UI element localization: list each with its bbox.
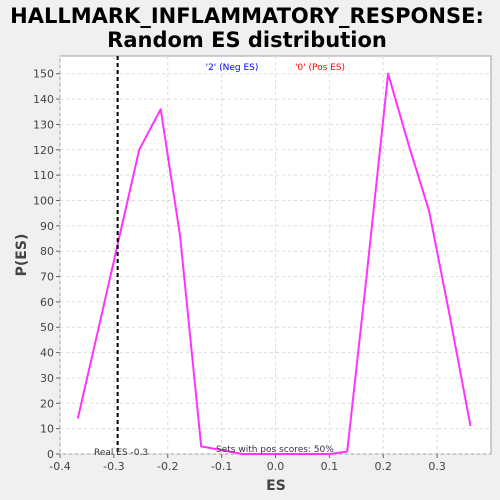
x-tick-label: 0.0 (267, 460, 285, 473)
x-tick-label: -0.2 (157, 460, 178, 473)
y-tick-label: 20 (40, 397, 54, 410)
axis-ticks: -0.4 -0.3 -0.2 -0.1 0.0 0.1 0.2 0.3 0 10 20 30 40 50 6… (33, 68, 446, 473)
x-tick-label: 0.2 (375, 460, 393, 473)
y-tick-label: 140 (33, 93, 54, 106)
chart-title-line-1: HALLMARK_INFLAMMATORY_RESPONSE: (10, 4, 484, 28)
pos-scores-annotation: Sets with pos scores: 50% (216, 445, 334, 455)
x-tick-label: -0.4 (49, 460, 70, 473)
y-tick-label: 90 (40, 220, 54, 233)
x-tick-label: -0.1 (211, 460, 232, 473)
x-tick-label: 0.3 (428, 460, 446, 473)
grid-lines (59, 56, 491, 455)
series-layer (76, 72, 472, 455)
y-tick-label: 150 (33, 68, 54, 81)
y-tick-label: 10 (40, 423, 54, 436)
y-tick-label: 120 (33, 144, 54, 157)
x-axis-label: ES (266, 478, 286, 494)
es-distribution-line (76, 72, 472, 455)
y-axis-label: P(ES) (14, 234, 30, 277)
y-tick-label: 80 (40, 245, 54, 258)
y-tick-label: 130 (33, 118, 54, 131)
y-tick-label: 100 (33, 194, 54, 207)
legend-pos-es: '0' (Pos ES) (295, 63, 345, 73)
y-tick-label: 40 (40, 347, 54, 360)
y-tick-label: 110 (33, 169, 54, 182)
y-tick-label: 60 (40, 296, 54, 309)
y-tick-label: 0 (47, 448, 54, 461)
real-es-label: Real ES -0.3 (94, 448, 148, 458)
x-tick-label: -0.3 (103, 460, 124, 473)
chart-title-line-2: Random ES distribution (107, 28, 387, 52)
legend-neg-es: '2' (Neg ES) (206, 63, 259, 73)
y-tick-label: 30 (40, 372, 54, 385)
y-tick-label: 70 (40, 271, 54, 284)
x-tick-label: 0.1 (321, 460, 339, 473)
y-tick-label: 50 (40, 321, 54, 334)
